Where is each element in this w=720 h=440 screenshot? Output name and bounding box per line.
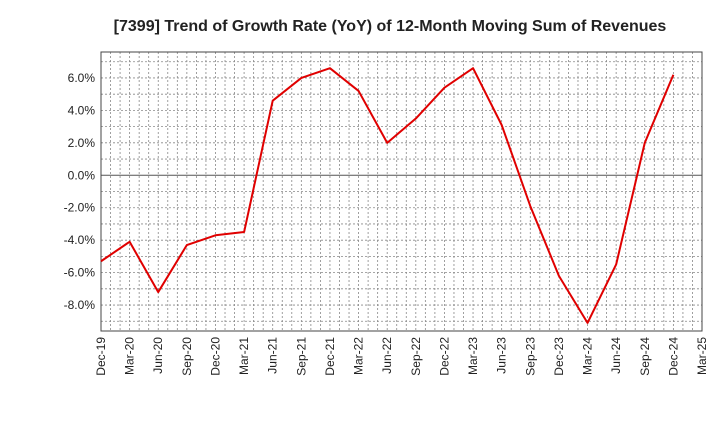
x-tick-label: Jun-22 (380, 337, 394, 374)
x-tick-label: Mar-21 (237, 337, 251, 375)
x-tick-label: Jun-21 (266, 337, 280, 374)
x-tick-label: Dec-22 (437, 337, 451, 376)
x-tick-label: Mar-25 (695, 337, 709, 375)
x-tick-label: Jun-20 (151, 337, 165, 374)
y-tick-label: -6.0% (64, 266, 96, 280)
plot-frame (100, 51, 703, 332)
y-tick-label: 4.0% (68, 103, 96, 117)
x-tick-label: Sep-23 (523, 337, 537, 376)
x-tick-label: Dec-23 (552, 337, 566, 376)
x-tick-label: Mar-22 (352, 337, 366, 375)
x-tick-label: Dec-20 (208, 337, 222, 376)
grid (101, 52, 702, 331)
chart-title: [7399] Trend of Growth Rate (YoY) of 12-… (114, 18, 667, 35)
y-tick-label: 0.0% (68, 168, 96, 182)
y-tick-label: -8.0% (64, 298, 96, 312)
x-tick-label: Dec-21 (323, 337, 337, 376)
x-tick-label: Dec-19 (94, 337, 108, 376)
x-tick-label: Sep-24 (638, 337, 652, 376)
y-axis: 6.0% 4.0% 2.0% 0.0% -2.0% -4.0% -6.0% -8.0% (64, 71, 96, 312)
y-tick-label: -2.0% (64, 201, 96, 215)
x-tick-label: Sep-21 (294, 337, 308, 376)
x-tick-label: Mar-23 (466, 337, 480, 375)
y-tick-label: 6.0% (68, 71, 96, 85)
series-line (100, 67, 675, 324)
y-tick-label: -4.0% (64, 233, 96, 247)
x-tick-label: Mar-20 (123, 337, 137, 375)
x-tick-label: Dec-24 (666, 337, 680, 376)
x-axis: Dec-19 Mar-20 Jun-20 Sep-20 Dec-20 Mar-21 Jun-… (94, 337, 709, 376)
x-tick-label: Sep-22 (409, 337, 423, 376)
series (100, 67, 675, 324)
x-tick-label: Sep-20 (180, 337, 194, 376)
x-tick-label: Jun-23 (495, 337, 509, 374)
y-tick-label: 2.0% (68, 136, 96, 150)
x-tick-label: Jun-24 (609, 337, 623, 374)
x-tick-label: Mar-24 (581, 337, 595, 375)
